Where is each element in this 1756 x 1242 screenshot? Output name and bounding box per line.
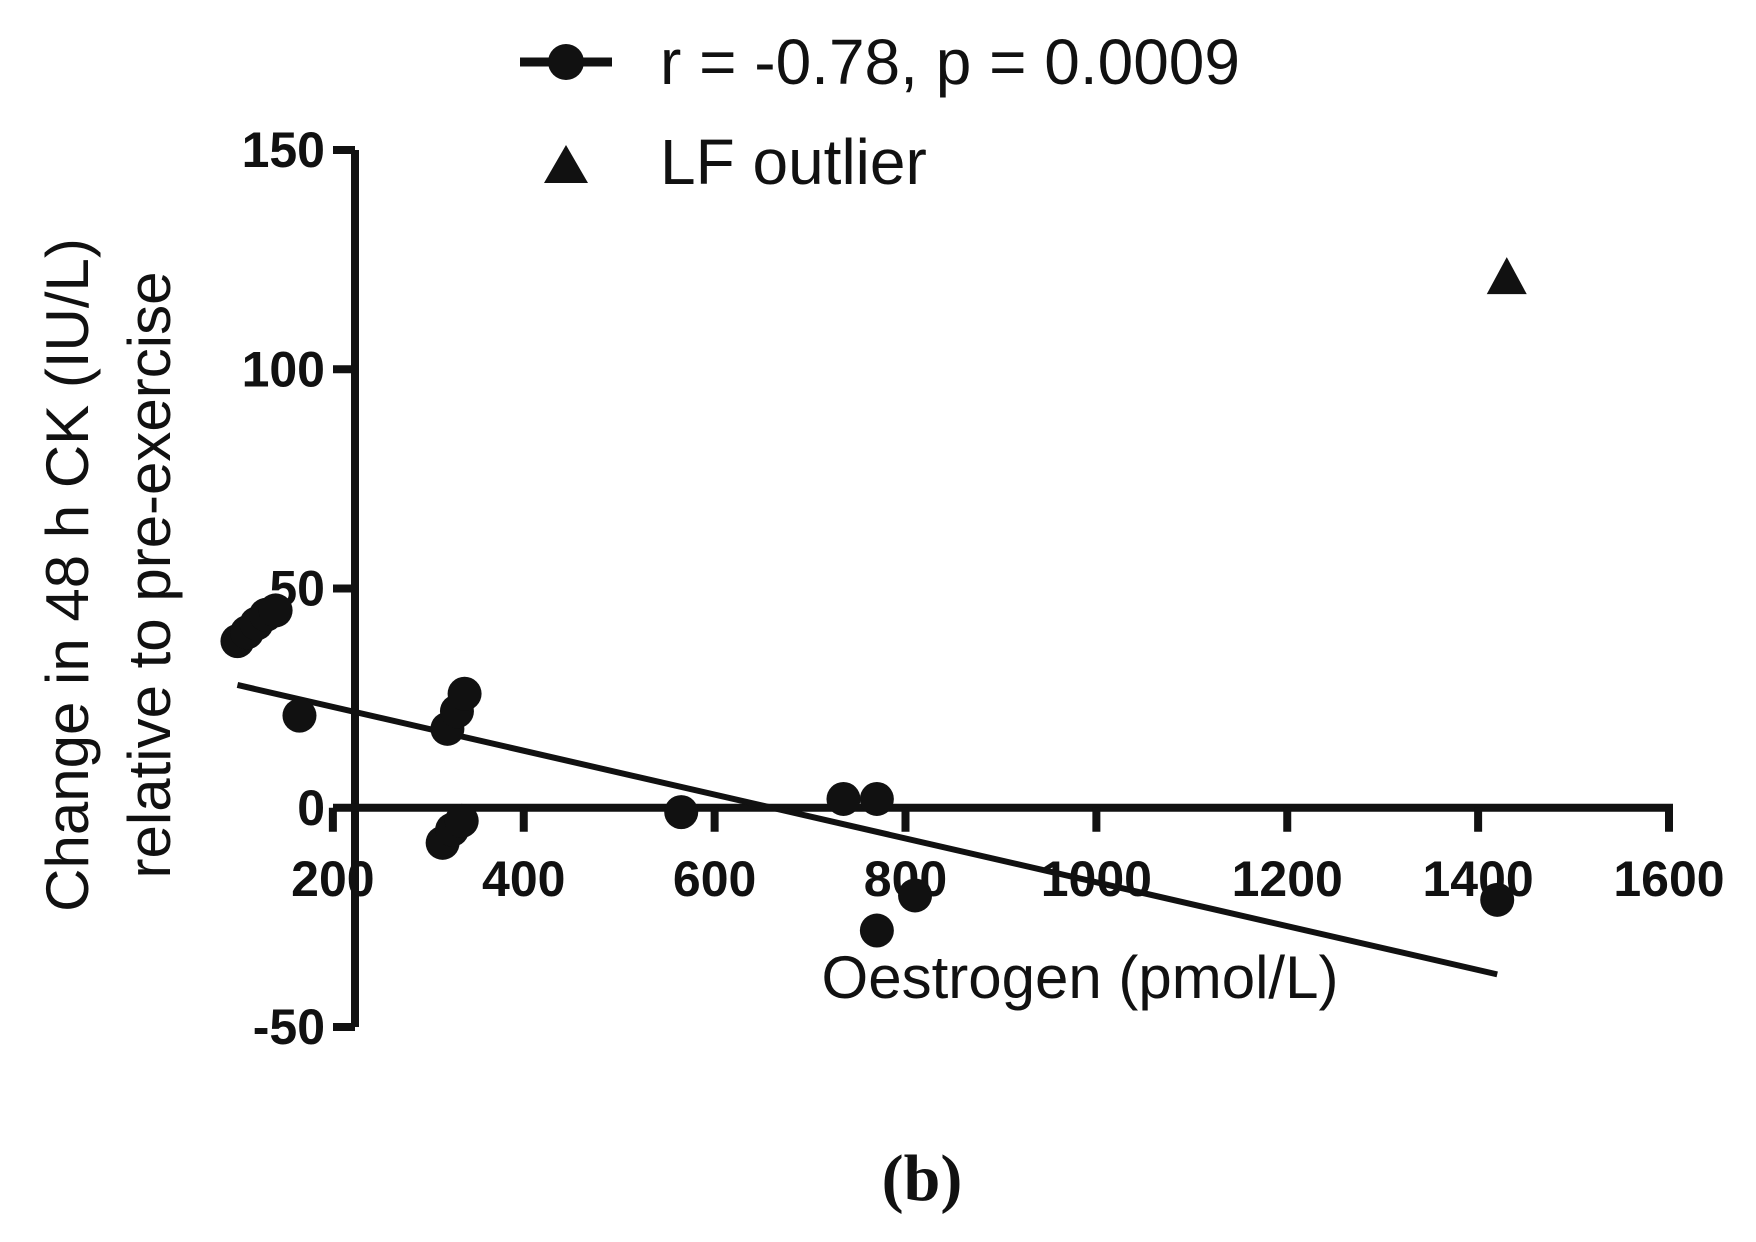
x-tick-label: 1400	[1423, 851, 1534, 907]
x-axis-title: Oestrogen (pmol/L)	[822, 944, 1339, 1011]
x-tick-label: 400	[482, 851, 565, 907]
data-point	[447, 676, 482, 711]
x-tick-label: 600	[673, 851, 756, 907]
y-tick-label: 100	[242, 341, 325, 397]
data-point	[282, 698, 317, 733]
y-tick-label: -50	[253, 999, 325, 1055]
y-axis-title-line-2: relative to pre-exercise	[116, 272, 183, 879]
legend-circle-marker	[548, 44, 584, 80]
legend-series-1-label: r = -0.78, p = 0.0009	[660, 26, 1240, 98]
legend: r = -0.78, p = 0.0009 LF outlier	[520, 26, 1240, 198]
y-tick-label: 150	[242, 122, 325, 178]
data-point	[1480, 882, 1515, 917]
x-tick-label: 1200	[1232, 851, 1343, 907]
y-axis-title-line-1: Change in 48 h CK (IU/L)	[34, 238, 101, 912]
outlier-triangle-point	[1486, 257, 1527, 295]
figure-caption: (b)	[882, 1142, 963, 1215]
x-tick-label: 1000	[1041, 851, 1152, 907]
data-point	[826, 781, 861, 816]
x-tick-label: 200	[291, 851, 374, 907]
legend-series-2-label: LF outlier	[660, 126, 927, 198]
x-tick-label: 1600	[1613, 851, 1724, 907]
legend-triangle-marker	[544, 145, 588, 183]
data-point	[664, 795, 699, 830]
data-point	[898, 878, 933, 913]
y-tick-label: 0	[297, 780, 325, 836]
points-group	[220, 257, 1527, 948]
data-point	[859, 781, 894, 816]
data-point	[444, 803, 479, 838]
data-point	[258, 593, 293, 628]
data-point	[859, 913, 894, 948]
